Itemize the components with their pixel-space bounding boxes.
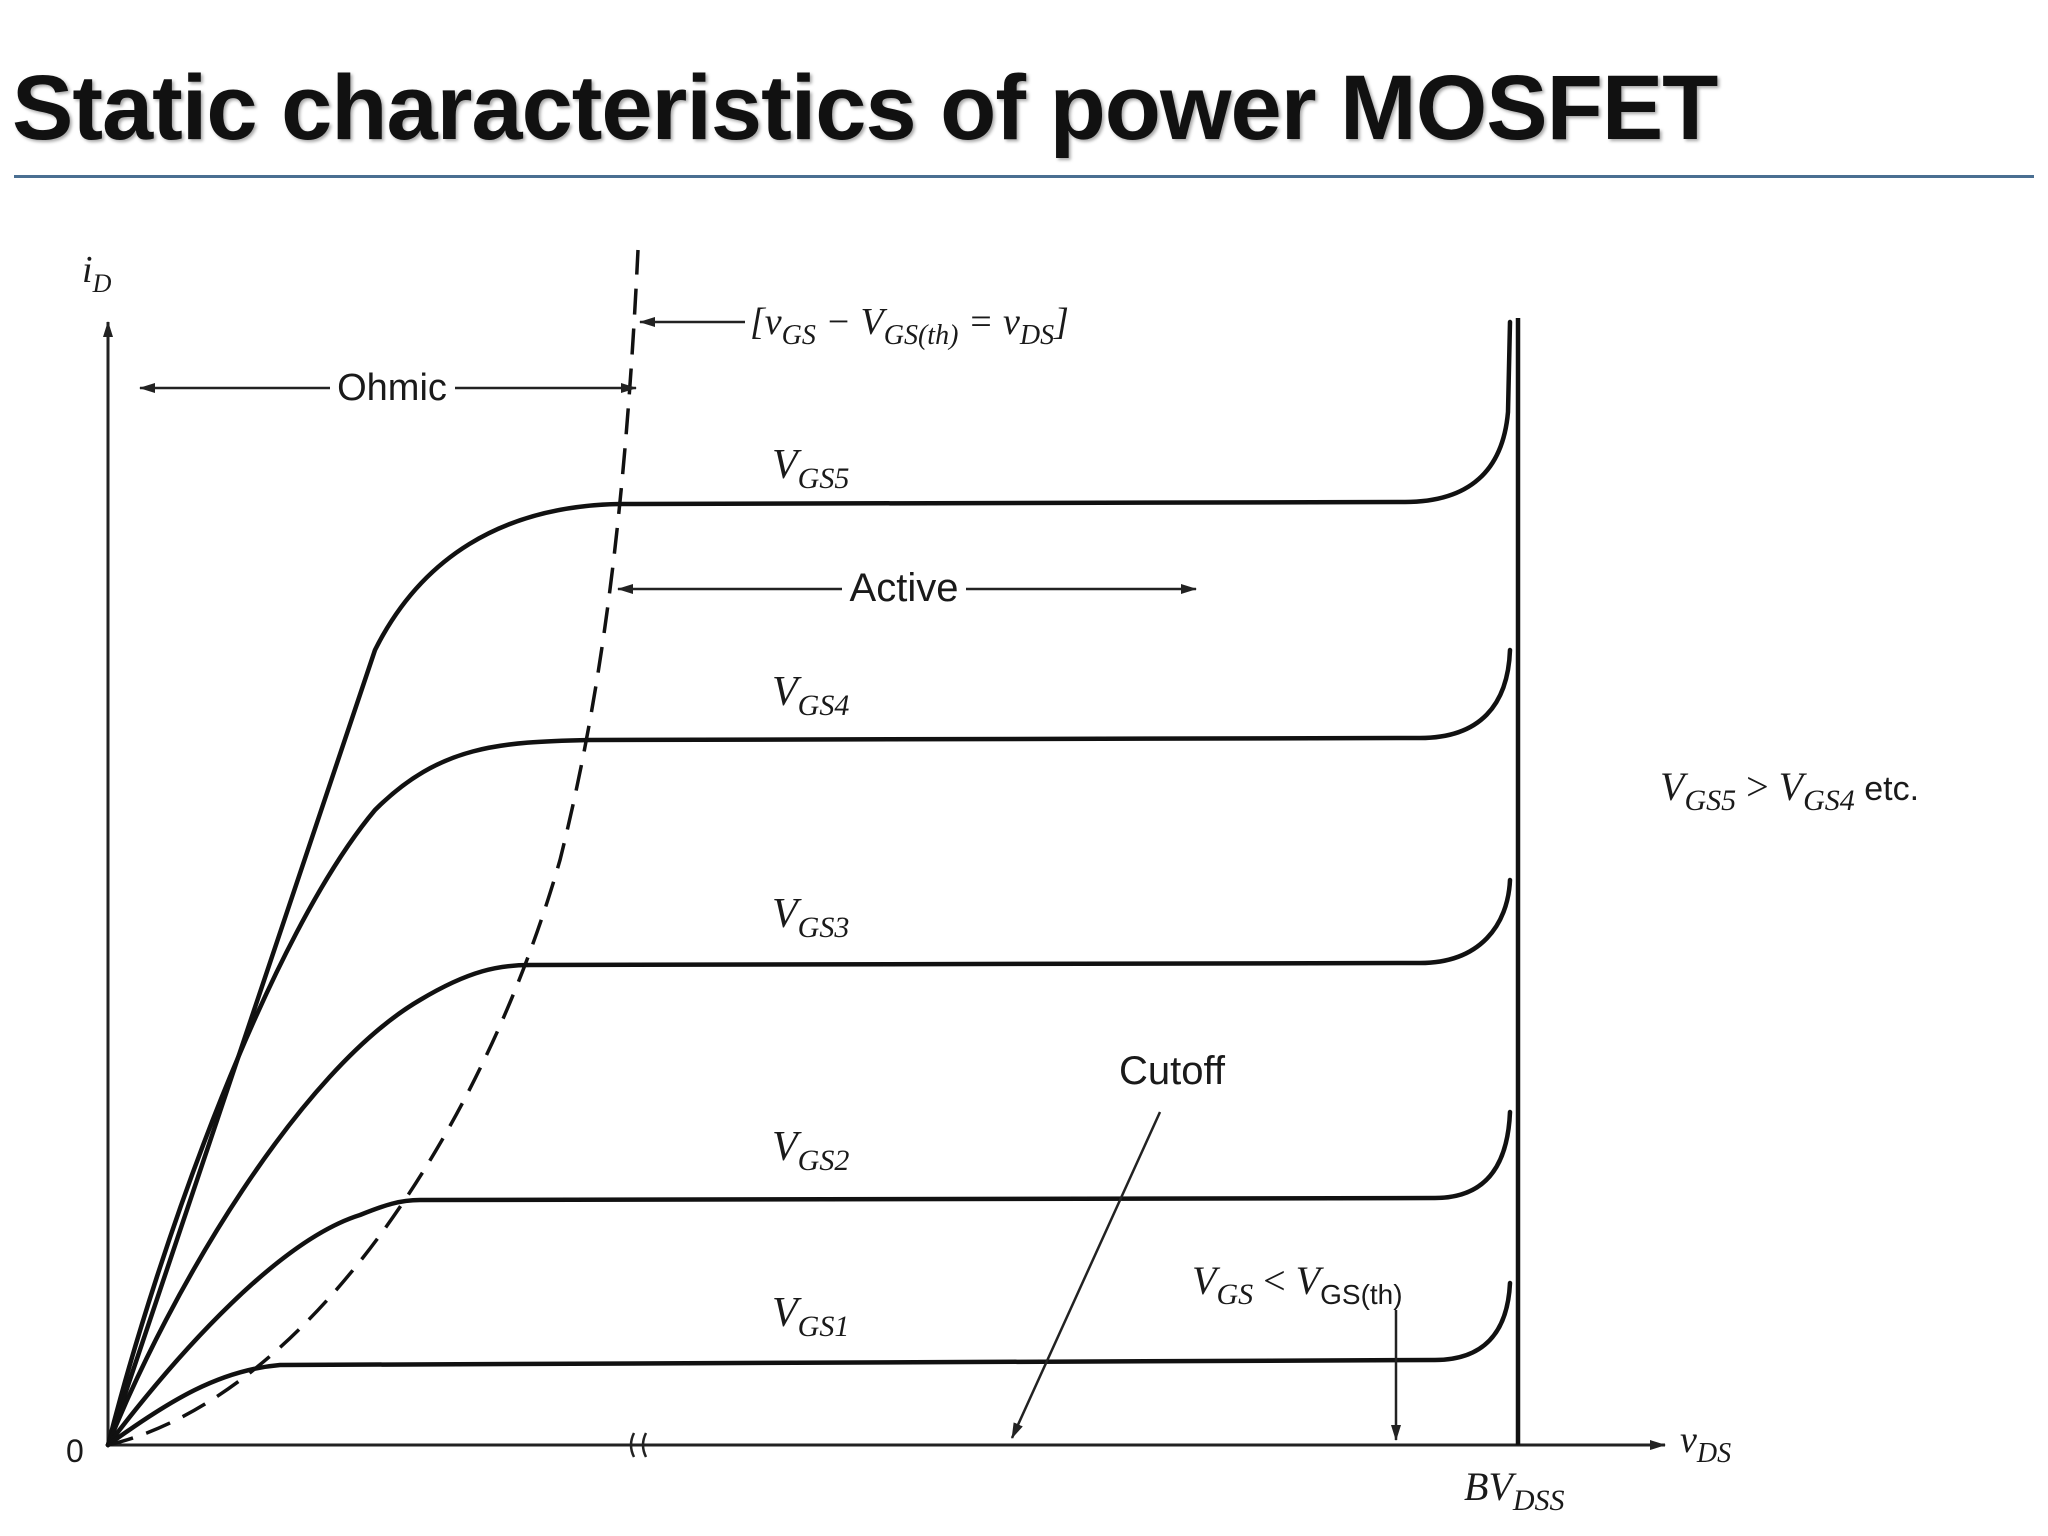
curve-vgs3 [105,877,1513,1448]
order-note: VGS5 > VGS4 etc. [1660,764,1919,817]
x-axis-break-mark [629,1432,648,1458]
curve-vgs4 [105,647,1513,1448]
y-axis-label: iD [82,249,112,298]
title-divider [14,175,2034,178]
cutoff-arrow [1010,1111,1162,1439]
cutoff-condition-label: VGS < VGS(th) [1192,1258,1403,1311]
slide-title: Static characteristics of power MOSFET [12,57,1718,159]
curve-vgs2 [105,1109,1513,1448]
curve-label-vgs4: VGS4 [772,669,849,722]
ohmic-label: Ohmic [337,367,447,409]
ohmic-active-boundary [107,249,640,1447]
curve-label-vgs2: VGS2 [772,1124,849,1177]
boundary-label: [vGS − VGS(th) = vDS] [750,301,1069,351]
origin-label: 0 [66,1433,84,1469]
curve-label-vgs5: VGS5 [772,442,849,495]
breakdown-voltage-label: BVDSS [1464,1464,1565,1517]
curve-vgs1 [105,1280,1513,1448]
cutoff-label: Cutoff [1119,1049,1226,1093]
active-label: Active [850,566,959,610]
curve-vgs5 [105,319,1513,1448]
curve-label-vgs1: VGS1 [772,1290,849,1343]
curve-label-vgs3: VGS3 [772,891,849,944]
x-axis-label: vDS [1680,1419,1731,1469]
